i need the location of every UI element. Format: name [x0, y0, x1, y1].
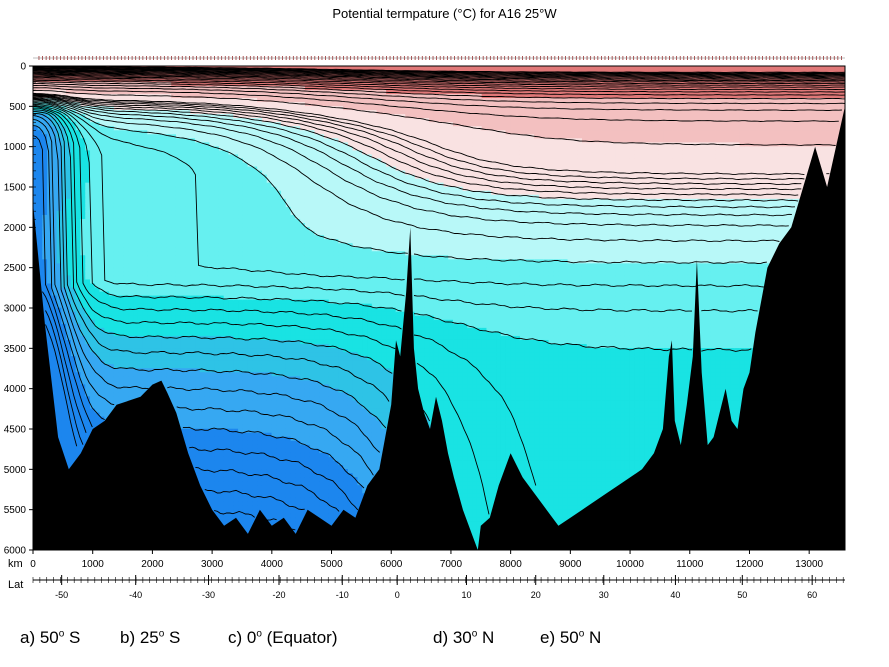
- lat-tick-label: -50: [55, 590, 68, 600]
- x-tick-label: 4000: [261, 559, 284, 570]
- contour-line: [33, 84, 842, 111]
- contour-line: [33, 135, 359, 511]
- x-tick-label: 13000: [795, 559, 823, 570]
- lat-tick-label: 30: [599, 590, 609, 600]
- x-axis-label: km: [8, 558, 23, 570]
- contour-line: [33, 118, 374, 476]
- contour-line: [33, 66, 845, 73]
- contour-line: [33, 87, 839, 123]
- contour-line: [33, 112, 387, 429]
- x-tick-label: 10000: [616, 559, 644, 570]
- x-tick-label: 9000: [559, 559, 582, 570]
- contour-line: [33, 125, 365, 489]
- contour-lines: [33, 66, 845, 531]
- answer-options: a) 50o S b) 25o S c) 0o (Equator) d) 30o…: [0, 628, 889, 658]
- x-tick-label: 8000: [500, 559, 523, 570]
- lat-axis-label: Lat: [8, 579, 23, 591]
- x-tick-label: 7000: [440, 559, 463, 570]
- lat-tick-label: -30: [202, 590, 215, 600]
- contour-line: [33, 111, 390, 402]
- y-tick-label: 1500: [4, 183, 27, 194]
- contour-line: [33, 94, 802, 191]
- contour-line: [33, 81, 845, 100]
- x-tick-label: 12000: [736, 559, 764, 570]
- contour-line: [33, 69, 845, 78]
- answer-e[interactable]: e) 50o N: [540, 628, 601, 648]
- contour-line: [33, 103, 758, 313]
- contour-line: [33, 106, 537, 486]
- contour-line: [33, 73, 845, 85]
- contour-line: [33, 97, 796, 209]
- contour-line: [45, 310, 305, 510]
- contour-line: [33, 104, 752, 352]
- lat-tick-label: 0: [395, 590, 400, 600]
- y-tick-label: 1000: [4, 142, 27, 153]
- contour-line: [33, 72, 845, 83]
- y-tick-label: 3000: [4, 304, 27, 315]
- y-tick-label: 5500: [4, 505, 27, 516]
- contour-line: [33, 92, 830, 176]
- contour-line: [33, 79, 845, 96]
- contour-line: [33, 109, 431, 422]
- x-tick-label: 0: [30, 559, 36, 570]
- y-tick-label: 5000: [4, 465, 27, 476]
- contour-line: [33, 67, 845, 75]
- contour-line: [33, 99, 789, 227]
- x-tick-label: 11000: [676, 559, 704, 570]
- y-tick-label: 0: [20, 62, 26, 73]
- contour-line: [33, 101, 767, 264]
- x-tick-label: 2000: [141, 559, 164, 570]
- y-tick-label: 2000: [4, 223, 27, 234]
- contour-line: [33, 98, 792, 217]
- x-tick-label: 5000: [320, 559, 343, 570]
- y-tick-label: 2500: [4, 263, 27, 274]
- answer-a[interactable]: a) 50o S: [20, 628, 80, 648]
- x-tick-label: 3000: [201, 559, 224, 570]
- contour-line: [33, 107, 490, 515]
- answer-c[interactable]: c) 0o (Equator): [228, 628, 338, 648]
- contour-line: [33, 71, 845, 80]
- contour-line: [33, 89, 836, 146]
- seafloor-bathymetry: [33, 106, 845, 550]
- lat-tick-label: 20: [531, 590, 541, 600]
- y-tick-label: 500: [9, 102, 26, 113]
- contour-line: [33, 68, 845, 77]
- lat-tick-label: 60: [807, 590, 817, 600]
- answer-d[interactable]: d) 30o N: [433, 628, 494, 648]
- contour-line: [33, 75, 845, 88]
- lat-tick-label: -20: [272, 590, 285, 600]
- lat-tick-label: 10: [461, 590, 471, 600]
- contour-line: [33, 70, 845, 79]
- x-tick-label: 1000: [82, 559, 105, 570]
- y-tick-label: 3500: [4, 344, 27, 355]
- lat-tick-label: -10: [336, 590, 349, 600]
- contour-line: [33, 71, 845, 82]
- contour-line: [33, 96, 799, 202]
- contour-line: [33, 95, 799, 196]
- contour-line: [33, 68, 845, 76]
- contour-line: [33, 78, 845, 93]
- chart-title: Potential termpature (°C) for A16 25°W: [0, 6, 889, 21]
- y-tick-label: 4000: [4, 384, 27, 395]
- x-tick-label: 6000: [380, 559, 403, 570]
- contour-line: [33, 66, 845, 74]
- contour-line: [33, 77, 845, 91]
- y-tick-label: 4500: [4, 425, 27, 436]
- lat-tick-label: 50: [737, 590, 747, 600]
- contour-line: [42, 291, 340, 512]
- contour-line: [45, 324, 296, 531]
- contour-line: [33, 114, 380, 453]
- lat-tick-label: -40: [129, 590, 142, 600]
- y-tick-label: 6000: [4, 546, 27, 557]
- contour-line: [33, 74, 845, 86]
- answer-b[interactable]: b) 25o S: [120, 628, 180, 648]
- lat-tick-label: 40: [670, 590, 680, 600]
- contour-line: [33, 100, 780, 243]
- contour-line: [33, 82, 845, 105]
- contour-line: [33, 102, 764, 288]
